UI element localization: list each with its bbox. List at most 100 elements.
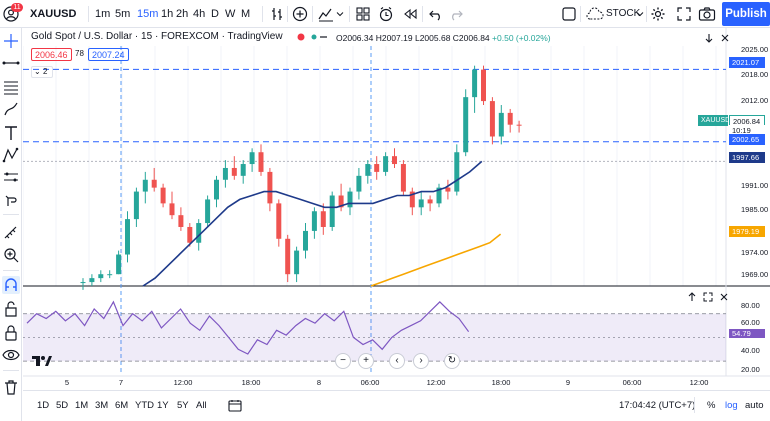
candle-body xyxy=(472,69,478,98)
divider xyxy=(646,6,647,22)
candle-body xyxy=(89,278,95,283)
arrow-up-icon[interactable] xyxy=(686,291,698,303)
candle-body xyxy=(507,112,513,125)
interval-1h[interactable]: 1h xyxy=(161,8,174,20)
publish-button[interactable]: Publish xyxy=(722,2,770,26)
auto-toggle[interactable]: auto xyxy=(745,400,764,411)
scroll-left-button[interactable]: ‹ xyxy=(389,353,405,369)
buy-price-pill[interactable]: 2007.24 xyxy=(88,48,129,61)
alert-icon[interactable] xyxy=(378,6,394,22)
sell-price-pill[interactable]: 2006.46 xyxy=(31,48,72,61)
close-icon[interactable] xyxy=(719,32,731,44)
redo-icon[interactable] xyxy=(448,6,464,22)
chevron-down-icon[interactable] xyxy=(336,10,344,18)
log-toggle[interactable]: log xyxy=(725,400,738,411)
candle-body xyxy=(418,199,424,208)
indicators-icon[interactable] xyxy=(318,6,334,22)
range-1m[interactable]: 1M xyxy=(75,400,89,411)
tradingview-logo-icon[interactable] xyxy=(31,354,53,368)
zoom-in-button[interactable]: + xyxy=(358,353,374,369)
interval-2h[interactable]: 2h xyxy=(176,8,189,20)
divider xyxy=(287,6,288,22)
text-tool-icon[interactable] xyxy=(2,124,20,142)
zoom-out-button[interactable]: − xyxy=(335,353,351,369)
gear-icon[interactable] xyxy=(650,6,666,22)
trend-line-icon[interactable] xyxy=(2,54,20,72)
rsi-value-tag: 54.79 xyxy=(729,329,765,338)
undo-icon[interactable] xyxy=(428,6,444,22)
chart-area[interactable]: Gold Spot / U.S. Dollar · 15 · FOREXCOM … xyxy=(23,28,770,421)
goto-date-icon[interactable] xyxy=(228,399,242,412)
scroll-right-button[interactable]: › xyxy=(413,353,429,369)
templates-icon[interactable] xyxy=(355,6,371,22)
chart-canvas[interactable] xyxy=(23,28,770,390)
fib-retracement-icon[interactable] xyxy=(2,78,20,96)
ruler-icon[interactable] xyxy=(2,224,20,242)
stock-label[interactable]: STOCK xyxy=(606,8,641,19)
range-3m[interactable]: 3M xyxy=(95,400,109,411)
eye-icon[interactable] xyxy=(2,346,20,364)
add-compare-icon[interactable] xyxy=(292,6,308,22)
interval-W[interactable]: W xyxy=(225,8,236,20)
crosshair-icon[interactable] xyxy=(2,32,20,50)
divider xyxy=(3,270,19,271)
fullscreen-icon[interactable] xyxy=(676,6,692,22)
zoom-in-icon[interactable] xyxy=(2,246,20,264)
percent-toggle[interactable]: % xyxy=(707,400,716,411)
range-5d[interactable]: 5D xyxy=(56,400,69,411)
plot-background xyxy=(23,28,726,376)
prediction-icon[interactable] xyxy=(2,168,20,186)
time-tick: 18:00 xyxy=(491,378,511,387)
candle-body xyxy=(258,152,264,172)
candle-body xyxy=(169,203,175,216)
range-6m[interactable]: 6M xyxy=(115,400,129,411)
replay-icon[interactable] xyxy=(402,6,418,22)
candle-body xyxy=(107,274,113,276)
candle-body xyxy=(125,219,130,255)
candle-body xyxy=(294,250,300,275)
reset-chart-button[interactable]: ↻ xyxy=(444,353,460,369)
ma-orange-line xyxy=(370,233,502,287)
chevron-down-icon[interactable] xyxy=(636,10,644,18)
camera-icon[interactable] xyxy=(698,6,716,22)
bar-style-icon[interactable] xyxy=(270,7,284,21)
candle-body xyxy=(240,164,246,176)
icons-tool-icon[interactable] xyxy=(2,190,20,208)
indicator-toggle[interactable]: ⌄ 2 xyxy=(31,66,53,78)
candle-body xyxy=(311,211,317,231)
candle-body xyxy=(303,230,308,251)
range-all[interactable]: All xyxy=(196,400,207,411)
maximize-pane-icon[interactable] xyxy=(702,291,714,303)
interval-1m[interactable]: 1m xyxy=(95,8,111,20)
close-icon[interactable] xyxy=(718,291,730,303)
lock-icon[interactable] xyxy=(2,324,20,342)
interval-5m[interactable]: 5m xyxy=(115,8,131,20)
interval-15m[interactable]: 15m xyxy=(137,8,159,20)
range-1d[interactable]: 1D xyxy=(37,400,50,411)
ohlc-readout: O2006.34 H2007.19 L2005.68 C2006.84 +0.5… xyxy=(336,33,551,43)
rsi-tick: 80.00 xyxy=(741,301,760,310)
clock-timezone[interactable]: 17:04:42 (UTC+7) xyxy=(619,400,696,411)
range-1y[interactable]: 1Y xyxy=(157,400,169,411)
layout-icon[interactable] xyxy=(562,7,576,21)
pattern-icon[interactable] xyxy=(2,146,20,164)
interval-D[interactable]: D xyxy=(211,8,219,20)
symbol-search-button[interactable]: XAUUSD xyxy=(30,8,77,20)
range-5y[interactable]: 5Y xyxy=(177,400,189,411)
interval-M[interactable]: M xyxy=(241,8,251,20)
rsi-line xyxy=(26,300,470,355)
interval-4h[interactable]: 4h xyxy=(193,8,206,20)
trash-icon[interactable] xyxy=(2,378,20,396)
candle-body xyxy=(320,211,326,227)
candle-body xyxy=(231,167,237,176)
candle-body xyxy=(338,195,344,208)
cloud-icon[interactable] xyxy=(586,7,604,21)
drawing-toolbar xyxy=(0,28,22,421)
spread-value: 78 xyxy=(75,49,84,58)
brush-icon[interactable] xyxy=(2,100,20,118)
arrow-down-icon[interactable] xyxy=(703,32,715,44)
range-ytd[interactable]: YTD xyxy=(135,400,154,411)
stay-in-drawing-icon[interactable] xyxy=(2,300,20,318)
magnet-icon[interactable] xyxy=(2,276,20,294)
divider xyxy=(694,397,695,413)
